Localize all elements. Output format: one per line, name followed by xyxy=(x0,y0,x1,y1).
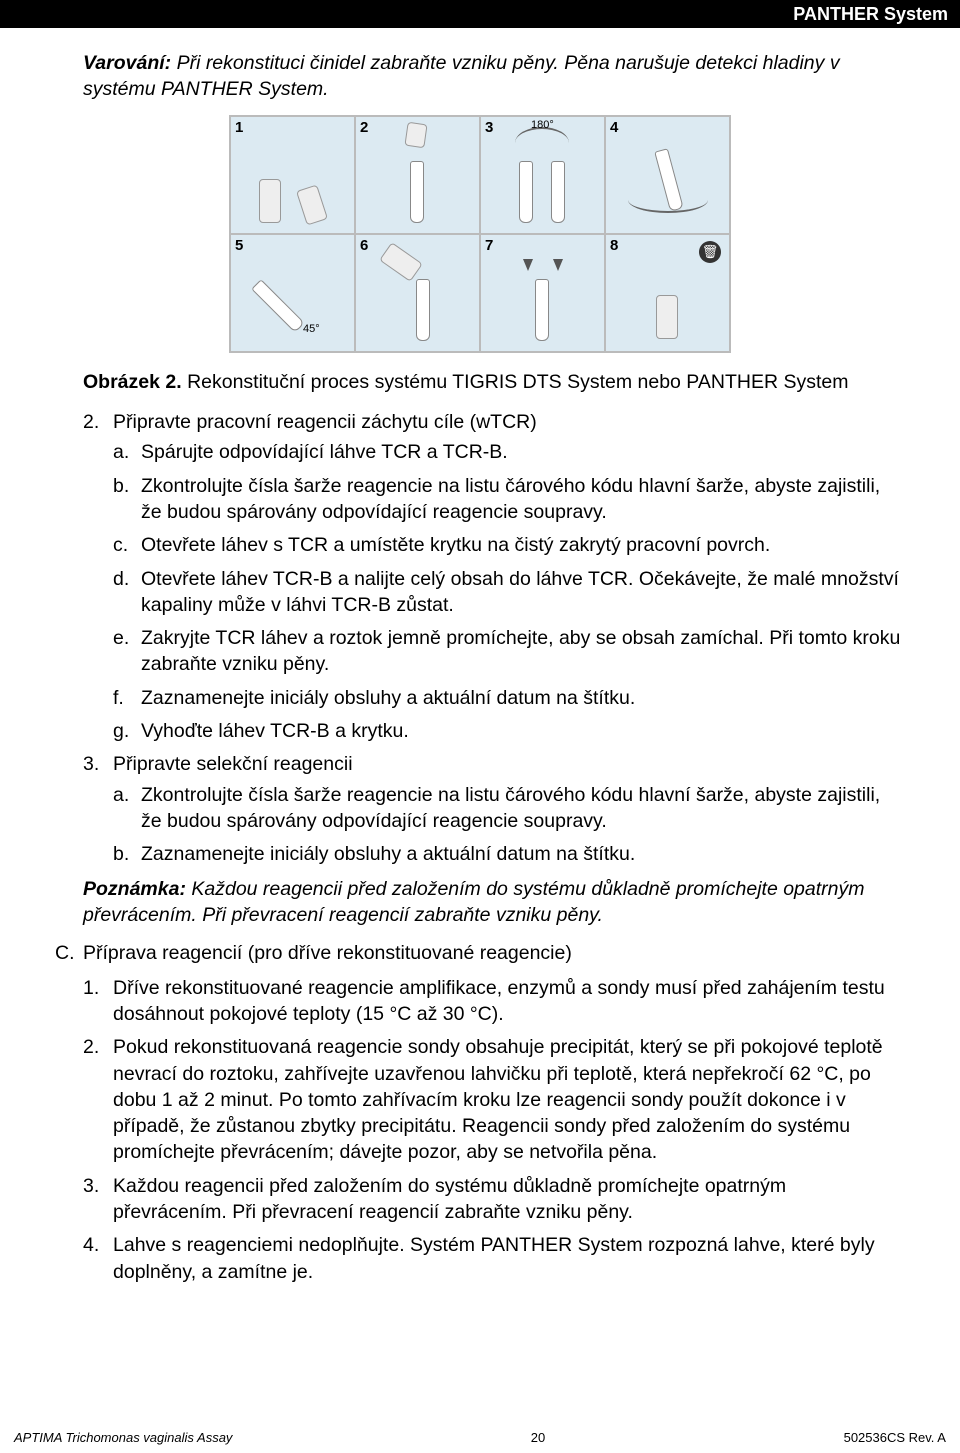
header-title: PANTHER System xyxy=(793,4,948,25)
figure-num-7: 7 xyxy=(485,237,493,254)
step-2b: b.Zkontrolujte čísla šarže reagencie na … xyxy=(113,473,905,526)
figure-cell-6: 6 xyxy=(355,234,480,352)
footer-page-num: 20 xyxy=(531,1430,545,1445)
figure-num-3: 3 xyxy=(485,119,493,136)
sec-c-1: 1.Dříve rekonstituované reagencie amplif… xyxy=(83,975,905,1028)
step-3-text: Připravte selekční reagencii xyxy=(113,753,353,775)
note-text: Každou reagencii před založením do systé… xyxy=(83,878,865,926)
section-c-head: C.Příprava reagencií (pro dříve rekonsti… xyxy=(55,940,905,966)
warning-block: Varování: Při rekonstituci činidel zabra… xyxy=(83,50,905,103)
figure-cell-1: 1 xyxy=(230,116,355,234)
figure-cell-7: 7 xyxy=(480,234,605,352)
footer-left: APTIMA Trichomonas vaginalis Assay xyxy=(14,1430,232,1445)
figure-cell-3: 3 180° xyxy=(480,116,605,234)
figure-cell-2: 2 xyxy=(355,116,480,234)
figure-caption: Obrázek 2. Rekonstituční proces systému … xyxy=(83,369,905,395)
sec-c-2: 2.Pokud rekonstituovaná reagencie sondy … xyxy=(83,1034,905,1166)
figure: 1 2 3 180° 4 xyxy=(55,115,905,353)
step-2-marker: 2. xyxy=(83,409,99,435)
figure-cell-4: 4 xyxy=(605,116,730,234)
warning-text: Při rekonstituci činidel zabraňte vzniku… xyxy=(83,52,840,100)
step-3a: a.Zkontrolujte čísla šarže reagencie na … xyxy=(113,782,905,835)
figure-cell-5: 5 45° xyxy=(230,234,355,352)
page: PANTHER System Varování: Při rekonstituc… xyxy=(0,0,960,1453)
step-2-sublist: a.Spárujte odpovídající láhve TCR a TCR-… xyxy=(113,439,905,744)
note-block: Poznámka: Každou reagencii před založení… xyxy=(83,876,905,929)
step-2g: g.Vyhoďte láhev TCR-B a krytku. xyxy=(113,718,905,744)
figure-num-4: 4 xyxy=(610,119,618,136)
trash-icon: 🗑 xyxy=(699,241,721,263)
section-c-title: Příprava reagencií (pro dříve rekonstitu… xyxy=(83,942,572,964)
figure-caption-label: Obrázek 2. xyxy=(83,371,182,393)
warning-label: Varování: xyxy=(83,52,171,74)
step-2d: d.Otevřete láhev TCR-B a nalijte celý ob… xyxy=(113,566,905,619)
footer-right: 502536CS Rev. A xyxy=(844,1430,946,1445)
step-3-sublist: a.Zkontrolujte čísla šarže reagencie na … xyxy=(113,782,905,868)
label-45: 45° xyxy=(303,323,320,335)
label-180: 180° xyxy=(531,119,554,131)
figure-num-6: 6 xyxy=(360,237,368,254)
sec-c-3: 3.Každou reagencii před založením do sys… xyxy=(83,1173,905,1226)
note-label: Poznámka: xyxy=(83,878,186,900)
step-2a: a.Spárujte odpovídající láhve TCR a TCR-… xyxy=(113,439,905,465)
section-c-list: 1.Dříve rekonstituované reagencie amplif… xyxy=(55,975,905,1285)
step-2e: e.Zakryjte TCR láhev a roztok jemně prom… xyxy=(113,625,905,678)
step-3: 3. Připravte selekční reagencii a.Zkontr… xyxy=(83,751,905,867)
sec-c-4: 4.Lahve s reagenciemi nedoplňujte. Systé… xyxy=(83,1232,905,1285)
figure-num-8: 8 xyxy=(610,237,618,254)
footer: APTIMA Trichomonas vaginalis Assay 20 50… xyxy=(0,1430,960,1445)
step-2-text: Připravte pracovní reagencii záchytu cíl… xyxy=(113,411,537,433)
step-2f: f.Zaznamenejte iniciály obsluhy a aktuál… xyxy=(113,685,905,711)
step-3b: b.Zaznamenejte iniciály obsluhy a aktuál… xyxy=(113,841,905,867)
section-c-marker: C. xyxy=(55,940,83,966)
step-2: 2. Připravte pracovní reagencii záchytu … xyxy=(83,409,905,744)
figure-caption-text: Rekonstituční proces systému TIGRIS DTS … xyxy=(187,371,848,393)
procedure-b-list: 2. Připravte pracovní reagencii záchytu … xyxy=(55,409,905,868)
header-bar: PANTHER System xyxy=(0,0,960,28)
figure-num-5: 5 xyxy=(235,237,243,254)
step-2c: c.Otevřete láhev s TCR a umístěte krytku… xyxy=(113,532,905,558)
step-3-marker: 3. xyxy=(83,751,99,777)
figure-grid: 1 2 3 180° 4 xyxy=(229,115,731,353)
figure-num-2: 2 xyxy=(360,119,368,136)
figure-cell-8: 8 🗑 xyxy=(605,234,730,352)
figure-num-1: 1 xyxy=(235,119,243,136)
